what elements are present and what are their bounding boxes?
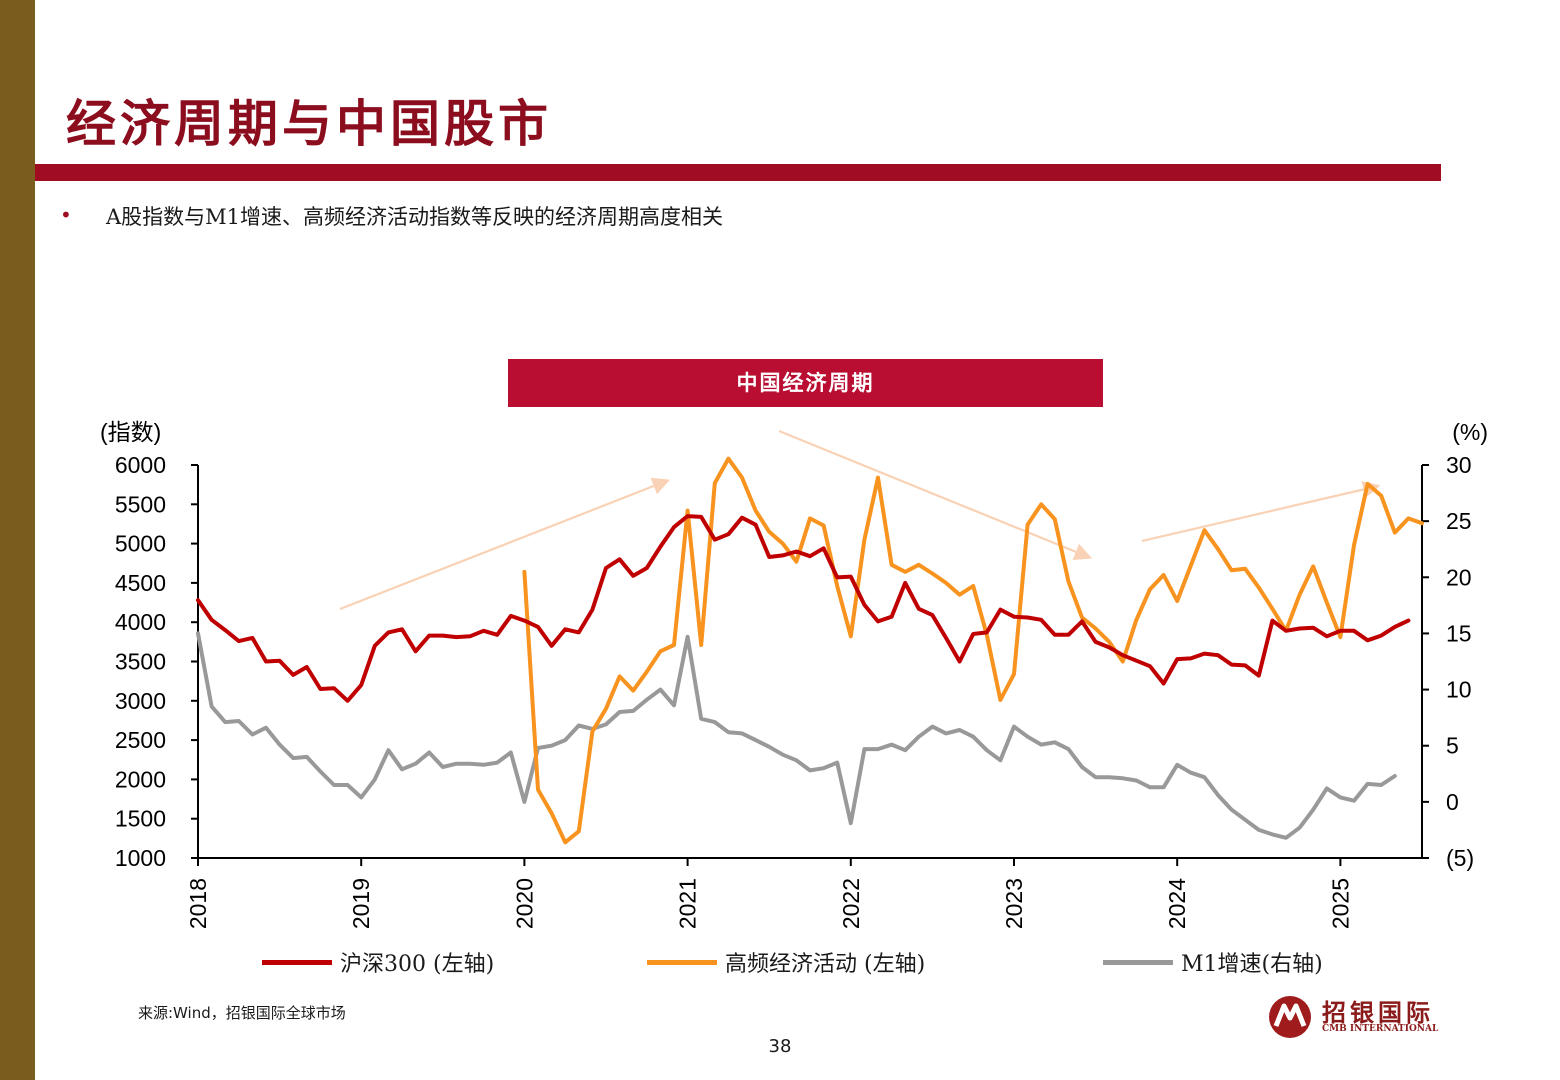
chart-series: [196, 456, 1424, 845]
left-tick-label: 4000: [115, 609, 166, 635]
left-axis-label: (指数): [100, 419, 161, 445]
legend-swatch-hs300: [262, 959, 332, 965]
cmb-logo-icon: [1269, 996, 1311, 1038]
x-tick-label: 2023: [1001, 878, 1027, 929]
right-axis-label: (%): [1452, 419, 1488, 445]
cmb-international-logo: 招银国际 CMB INTERNATIONAL: [1266, 993, 1446, 1041]
left-tick-label: 1000: [115, 845, 166, 871]
x-tick-label: 2021: [675, 878, 701, 929]
chart-title-banner: 中国经济周期: [508, 359, 1103, 407]
legend-item-activity: 高频经济活动 (左轴): [647, 945, 925, 979]
legend-label-hs300: 沪深300 (左轴): [340, 952, 495, 977]
title-divider: [35, 164, 1441, 181]
trend-arrows: [339, 429, 1381, 611]
page-number: 38: [768, 1036, 792, 1057]
hs300-line: [196, 514, 1411, 703]
x-tick-label: 2020: [511, 878, 537, 929]
x-tick-label: 2025: [1327, 878, 1353, 929]
trend-arrow-down: [778, 429, 1093, 561]
right-tick-label: 25: [1446, 508, 1472, 534]
left-tick-label: 6000: [115, 452, 166, 478]
trend-arrow-up: [339, 477, 671, 611]
chart-axes: (指数) (%) 1000 1500 2000 2500 3000 3500 4000 4500 5…: [100, 419, 1488, 929]
right-tick-label: 10: [1446, 677, 1472, 703]
left-tick-label: 2500: [115, 727, 166, 753]
x-tick-label: 2022: [838, 878, 864, 929]
left-tick-label: 4500: [115, 570, 166, 596]
activity-line: [522, 456, 1424, 845]
x-tick-label: 2024: [1164, 878, 1190, 929]
x-tick-label: 2019: [348, 878, 374, 929]
logo-subtitle: CMB INTERNATIONAL: [1322, 1024, 1439, 1034]
logo-name: 招银国际: [1322, 998, 1434, 1027]
legend-item-hs300: 沪深300 (左轴): [262, 945, 494, 979]
source-note: 来源:Wind，招银国际全球市场: [138, 1004, 346, 1022]
right-tick-label: 30: [1446, 452, 1472, 478]
legend-item-m1: M1增速(右轴): [1103, 945, 1323, 979]
x-tick-label: 2018: [185, 878, 211, 929]
left-tick-label: 3500: [115, 649, 166, 675]
left-accent-bar: [0, 0, 35, 1080]
left-tick-label: 5000: [115, 531, 166, 557]
trend-arrow-up: [1141, 480, 1381, 543]
left-tick-label: 1500: [115, 806, 166, 832]
left-tick-label: 5500: [115, 491, 166, 517]
right-tick-label: 15: [1446, 620, 1472, 646]
legend-label-m1: M1增速(右轴): [1181, 952, 1323, 977]
right-tick-label: (5): [1446, 845, 1474, 871]
left-tick-label: 2000: [115, 766, 166, 792]
m1-line: [196, 631, 1397, 840]
right-tick-label: 0: [1446, 789, 1459, 815]
bullet-text: A股指数与M1增速、高频经济活动指数等反映的经济周期高度相关: [106, 205, 724, 229]
left-tick-label: 3000: [115, 688, 166, 714]
legend-swatch-activity: [647, 959, 717, 965]
page-title: 经济周期与中国股市: [66, 94, 552, 153]
legend-label-activity: 高频经济活动 (左轴): [725, 952, 926, 977]
bullet-icon: •: [60, 203, 72, 227]
right-tick-label: 20: [1446, 564, 1472, 590]
right-tick-label: 5: [1446, 733, 1459, 759]
legend-swatch-m1: [1103, 959, 1173, 965]
